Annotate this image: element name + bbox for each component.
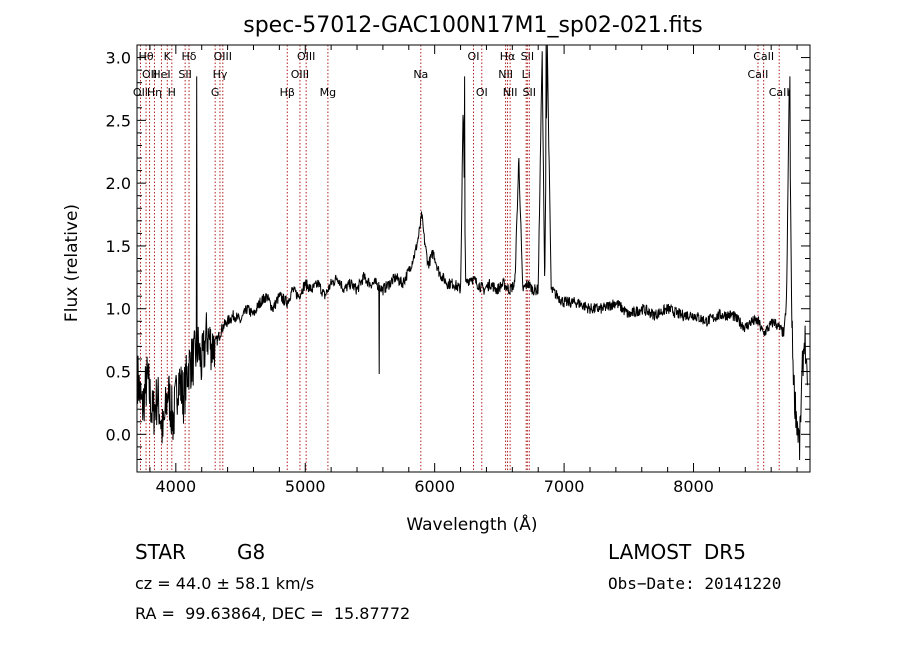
line-marker-label: OII bbox=[142, 68, 157, 81]
line-marker-label: NII bbox=[503, 86, 518, 99]
line-marker-label: Hδ bbox=[182, 50, 197, 63]
plot-area: OIIHθOIIHηHeIKHSIIHδGHγOIIIHβOIIIOIIIMgN… bbox=[106, 44, 811, 496]
line-marker-label: H bbox=[168, 86, 176, 99]
line-marker-label: SII bbox=[178, 68, 191, 81]
line-marker-label: CaII bbox=[753, 50, 774, 63]
line-marker-label: OI bbox=[476, 86, 488, 99]
line-marker-label: K bbox=[164, 50, 172, 63]
y-tick-label: 0.0 bbox=[106, 425, 131, 444]
line-marker-label: Na bbox=[413, 68, 428, 81]
obs-date: Obs−Date: 20141220 bbox=[608, 574, 782, 593]
line-marker-label: CaII bbox=[748, 68, 769, 81]
x-tick-label: 7000 bbox=[544, 477, 585, 496]
x-tick-label: 4000 bbox=[155, 477, 196, 496]
y-tick-label: 0.5 bbox=[106, 363, 131, 382]
line-marker-label: OIII bbox=[291, 68, 309, 81]
spectrum-line bbox=[137, 44, 808, 461]
y-tick-label: 3.0 bbox=[106, 49, 131, 68]
object-class: STAR bbox=[135, 540, 186, 564]
line-marker-label: OIII bbox=[214, 50, 232, 63]
line-marker-label: SII bbox=[523, 86, 536, 99]
y-tick-label: 2.0 bbox=[106, 174, 131, 193]
x-tick-label: 8000 bbox=[673, 477, 714, 496]
line-marker-label: OIII bbox=[297, 50, 315, 63]
line-marker-label: SII bbox=[521, 50, 534, 63]
line-marker-label: Hθ bbox=[139, 50, 154, 63]
x-axis-label: Wavelength (Å) bbox=[406, 513, 537, 535]
line-marker-label: OI bbox=[468, 50, 480, 63]
line-marker-label: Li bbox=[522, 68, 531, 81]
line-marker-label: NII bbox=[498, 68, 513, 81]
x-tick-label: 5000 bbox=[285, 477, 326, 496]
line-marker-label: Mg bbox=[320, 86, 336, 99]
y-tick-label: 1.5 bbox=[106, 237, 131, 256]
line-marker-label: Hα bbox=[500, 50, 516, 63]
line-marker-label: CaII bbox=[769, 86, 790, 99]
x-tick-label: 6000 bbox=[414, 477, 455, 496]
survey-label: LAMOST DR5 bbox=[608, 540, 746, 564]
line-marker-label: HeI bbox=[152, 68, 170, 81]
coordinates: RA = 99.63864, DEC = 15.87772 bbox=[135, 604, 411, 623]
redshift-text: cz = 44.0 ± 58.1 km/s bbox=[135, 574, 315, 593]
y-tick-label: 2.5 bbox=[106, 111, 131, 130]
subclass: G8 bbox=[237, 540, 266, 564]
line-marker-label: Hγ bbox=[213, 68, 228, 81]
line-marker-label: Hβ bbox=[280, 86, 295, 99]
chart-title: spec-57012-GAC100N17M1_sp02-021.fits bbox=[243, 13, 703, 38]
line-marker-label: G bbox=[211, 86, 220, 99]
line-marker-label: Hη bbox=[147, 86, 162, 99]
y-axis-label: Flux (relative) bbox=[62, 204, 82, 322]
y-tick-label: 1.0 bbox=[106, 300, 131, 319]
